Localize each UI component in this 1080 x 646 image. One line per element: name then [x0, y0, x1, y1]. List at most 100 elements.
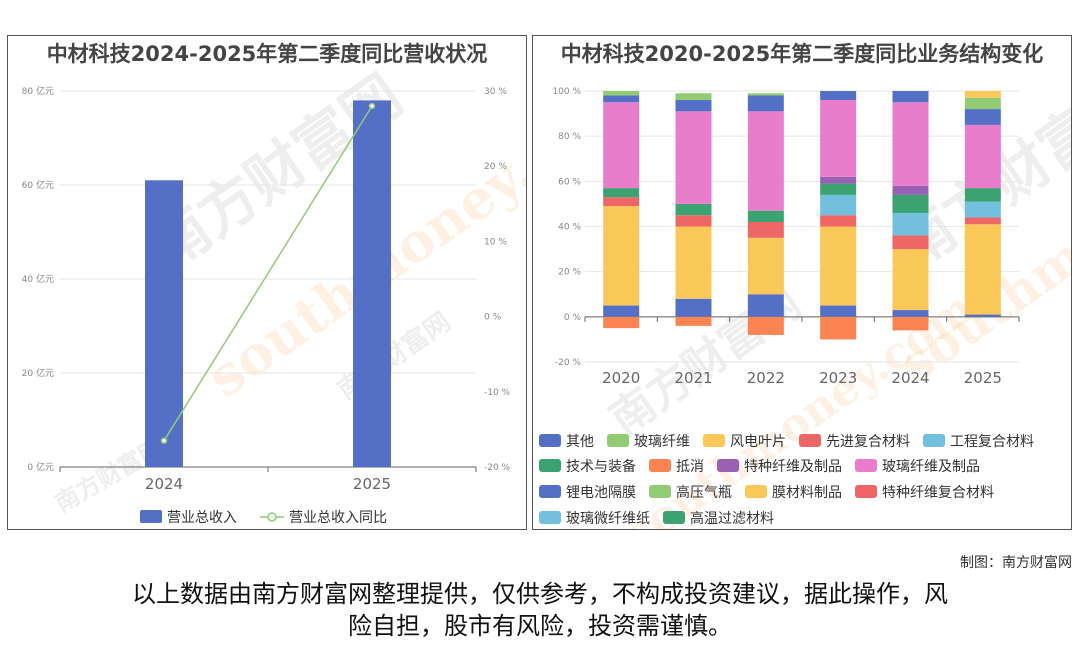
stacked-segment: [964, 217, 1001, 225]
revenue-bar: [353, 100, 391, 468]
stacked-segment: [892, 185, 929, 195]
stacked-segment: [892, 91, 929, 103]
legend-label: 玻璃纤维: [634, 433, 690, 450]
x-axis-category-label: 2024: [891, 369, 929, 387]
stacked-segment: [747, 294, 784, 317]
legend-label: 抵消: [676, 459, 704, 475]
stacked-segment: [603, 316, 640, 329]
disclaimer-line-2: 险自担，股市有风险，投资需谨慎。: [348, 612, 732, 640]
chart-credit: 制图：南方财富网: [960, 555, 1072, 571]
x-axis-category-label: 2020: [602, 369, 640, 387]
stacked-segment: [675, 298, 712, 317]
stacked-segment: [747, 111, 784, 211]
stacked-segment: [603, 206, 640, 306]
legend-swatch: [649, 485, 671, 498]
stacked-segment: [675, 203, 712, 216]
stacked-segment: [820, 183, 857, 195]
left-axis-tick-label: 80 亿元: [22, 85, 54, 97]
structure-chart-panel: 南方财富网 southmoney.com 南方财富网 southmoney.co…: [532, 35, 1072, 530]
stacked-segment: [820, 194, 857, 216]
right-axis-tick-label: 10 %: [484, 237, 507, 247]
stacked-segment: [675, 93, 712, 101]
stacked-segment: [820, 305, 857, 317]
stacked-segment: [820, 91, 857, 101]
legend-swatch: [539, 485, 561, 498]
yoy-point: [160, 437, 168, 444]
stacked-segment: [747, 221, 784, 238]
stacked-segment: [675, 111, 712, 204]
stacked-segment: [603, 95, 640, 103]
revenue-chart-svg: 0 亿元 20 亿元 40 亿元 60 亿元 80 亿元 -20 % -10 % 0 % 10 …: [22, 85, 511, 526]
stacked-segment: [964, 109, 1001, 125]
stacked-segment: [747, 95, 784, 112]
stacked-segment: [892, 249, 929, 311]
legend-swatch-yoy-marker: [267, 512, 277, 522]
right-axis-tick-label: -20 %: [484, 463, 511, 473]
right-axis-tick-label: -10 %: [484, 388, 511, 398]
stacked-segment: [603, 305, 640, 317]
x-axis-category-label: 2025: [964, 369, 1002, 387]
stacked-segment: [603, 91, 640, 96]
y-axis-tick-label: 40 %: [558, 223, 581, 233]
legend-swatch: [649, 459, 671, 472]
y-axis-tick-label: -20 %: [555, 358, 582, 368]
stacked-segment: [892, 194, 929, 213]
y-axis-tick-label: 80 %: [558, 132, 581, 142]
stacked-segment: [964, 91, 1001, 98]
yoy-line: [163, 105, 373, 442]
stacked-segment: [964, 188, 1001, 202]
legend-label-yoy: 营业总收入同比: [289, 510, 387, 526]
legend-swatch: [855, 485, 877, 498]
legend-label: 高温过滤材料: [690, 510, 774, 527]
right-axis-tick-label: 30 %: [484, 87, 507, 97]
legend-swatch-revenue: [140, 510, 162, 523]
legend-label: 风电叶片: [730, 434, 786, 450]
x-axis-category-label: 2025: [353, 475, 391, 493]
legend-swatch: [745, 485, 767, 498]
structure-chart-title: 中材科技2020-2025年第二季度同比业务结构变化: [560, 42, 1044, 66]
stacked-segment: [892, 316, 929, 331]
legend-label: 技术与装备: [566, 458, 636, 475]
stacked-segment: [892, 310, 929, 317]
stacked-segment: [747, 210, 784, 222]
stacked-segment: [603, 102, 640, 189]
stacked-segment: [603, 197, 640, 207]
revenue-chart-panel: 南方财富网 southmoney.com 南方财富网 南方财富网 中材科技202…: [7, 35, 527, 530]
legend-swatch: [703, 434, 725, 447]
legend-swatch: [799, 434, 821, 447]
stacked-segment: [892, 235, 929, 250]
legend-swatch: [539, 434, 561, 447]
left-axis-tick-label: 0 亿元: [27, 461, 54, 473]
y-axis-tick-label: 0 %: [564, 313, 582, 323]
legend-label: 特种纤维复合材料: [882, 484, 994, 501]
legend-swatch: [717, 459, 739, 472]
legend-label: 锂电池隔膜: [566, 485, 636, 501]
y-axis-tick-label: 20 %: [558, 268, 581, 278]
legend-label: 其他: [566, 434, 594, 450]
legend-swatch: [607, 434, 629, 447]
legend-swatch: [663, 511, 685, 524]
legend-swatch: [855, 459, 877, 472]
right-axis-tick-label: 20 %: [484, 162, 507, 172]
x-axis-category-label: 2023: [819, 369, 857, 387]
stacked-segment: [820, 100, 857, 177]
yoy-point: [368, 102, 376, 110]
stacked-segment: [675, 215, 712, 227]
disclaimer-line-1: 以上数据由南方财富网整理提供，仅供参考，不构成投资建议，据此操作，风: [132, 580, 948, 608]
left-axis-tick-label: 60 亿元: [22, 179, 54, 191]
legend-label: 工程复合材料: [950, 433, 1034, 450]
legend-label: 高压气瓶: [676, 484, 732, 501]
stacked-segment: [747, 237, 784, 295]
stacked-segment: [747, 316, 784, 335]
x-axis-category-label: 2024: [145, 475, 183, 493]
revenue-chart-title: 中材科技2024-2025年第二季度同比营收状况: [46, 42, 488, 66]
legend-label: 膜材料制品: [772, 485, 842, 501]
stacked-segment: [820, 215, 857, 227]
stacked-segment: [675, 316, 712, 326]
stacked-segment: [675, 226, 712, 299]
structure-chart-svg: -20 % 0 % 20 % 40 % 60 % 80 % 100 % 2020 2021 202…: [539, 87, 1034, 527]
disclaimer: 以上数据由南方财富网整理提供，仅供参考，不构成投资建议，据此操作，风 险自担，股…: [0, 578, 1080, 642]
legend-swatch: [539, 511, 561, 524]
stacked-segment: [820, 226, 857, 306]
stacked-segment: [820, 176, 857, 184]
